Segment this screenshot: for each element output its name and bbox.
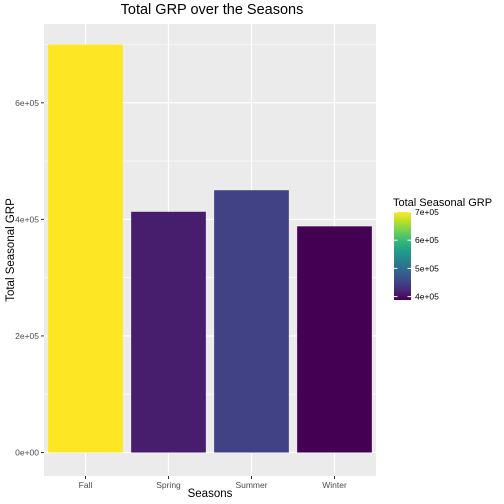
x-axis-ticks: Fall Spring Summer Winter — [79, 476, 347, 490]
x-axis-title: Seasons — [188, 488, 233, 500]
y-axis-ticks: 0e+00 2e+05 4e+05 6e+05 — [15, 98, 44, 458]
legend-colorbar — [394, 212, 411, 300]
bar-fall — [48, 44, 123, 453]
legend-tick-label: 6e+05 — [415, 235, 439, 245]
x-tick-label: Winter — [322, 480, 347, 490]
legend-title: Total Seasonal GRP — [393, 197, 492, 209]
legend-ticks: 4e+05 5e+05 6e+05 7e+05 — [394, 207, 439, 302]
bars — [48, 44, 372, 453]
legend: Total Seasonal GRP 4e+05 5e+05 6e+05 7e+05 — [393, 197, 492, 302]
chart-title: Total GRP over the Seasons — [121, 2, 304, 18]
bar-summer — [214, 190, 289, 453]
y-tick-label: 0e+00 — [15, 448, 39, 458]
legend-tick-label: 7e+05 — [415, 207, 439, 217]
y-tick-label: 6e+05 — [15, 98, 39, 108]
y-tick-label: 2e+05 — [15, 331, 39, 341]
x-tick-label: Summer — [235, 480, 267, 490]
legend-tick-label: 4e+05 — [415, 292, 439, 302]
y-tick-label: 4e+05 — [15, 214, 39, 224]
legend-tick-label: 5e+05 — [415, 263, 439, 273]
x-tick-label: Fall — [79, 480, 93, 490]
bar-spring — [131, 211, 206, 453]
y-axis-title: Total Seasonal GRP — [5, 198, 17, 302]
bar-winter — [297, 226, 372, 453]
x-tick-label: Spring — [156, 480, 181, 490]
